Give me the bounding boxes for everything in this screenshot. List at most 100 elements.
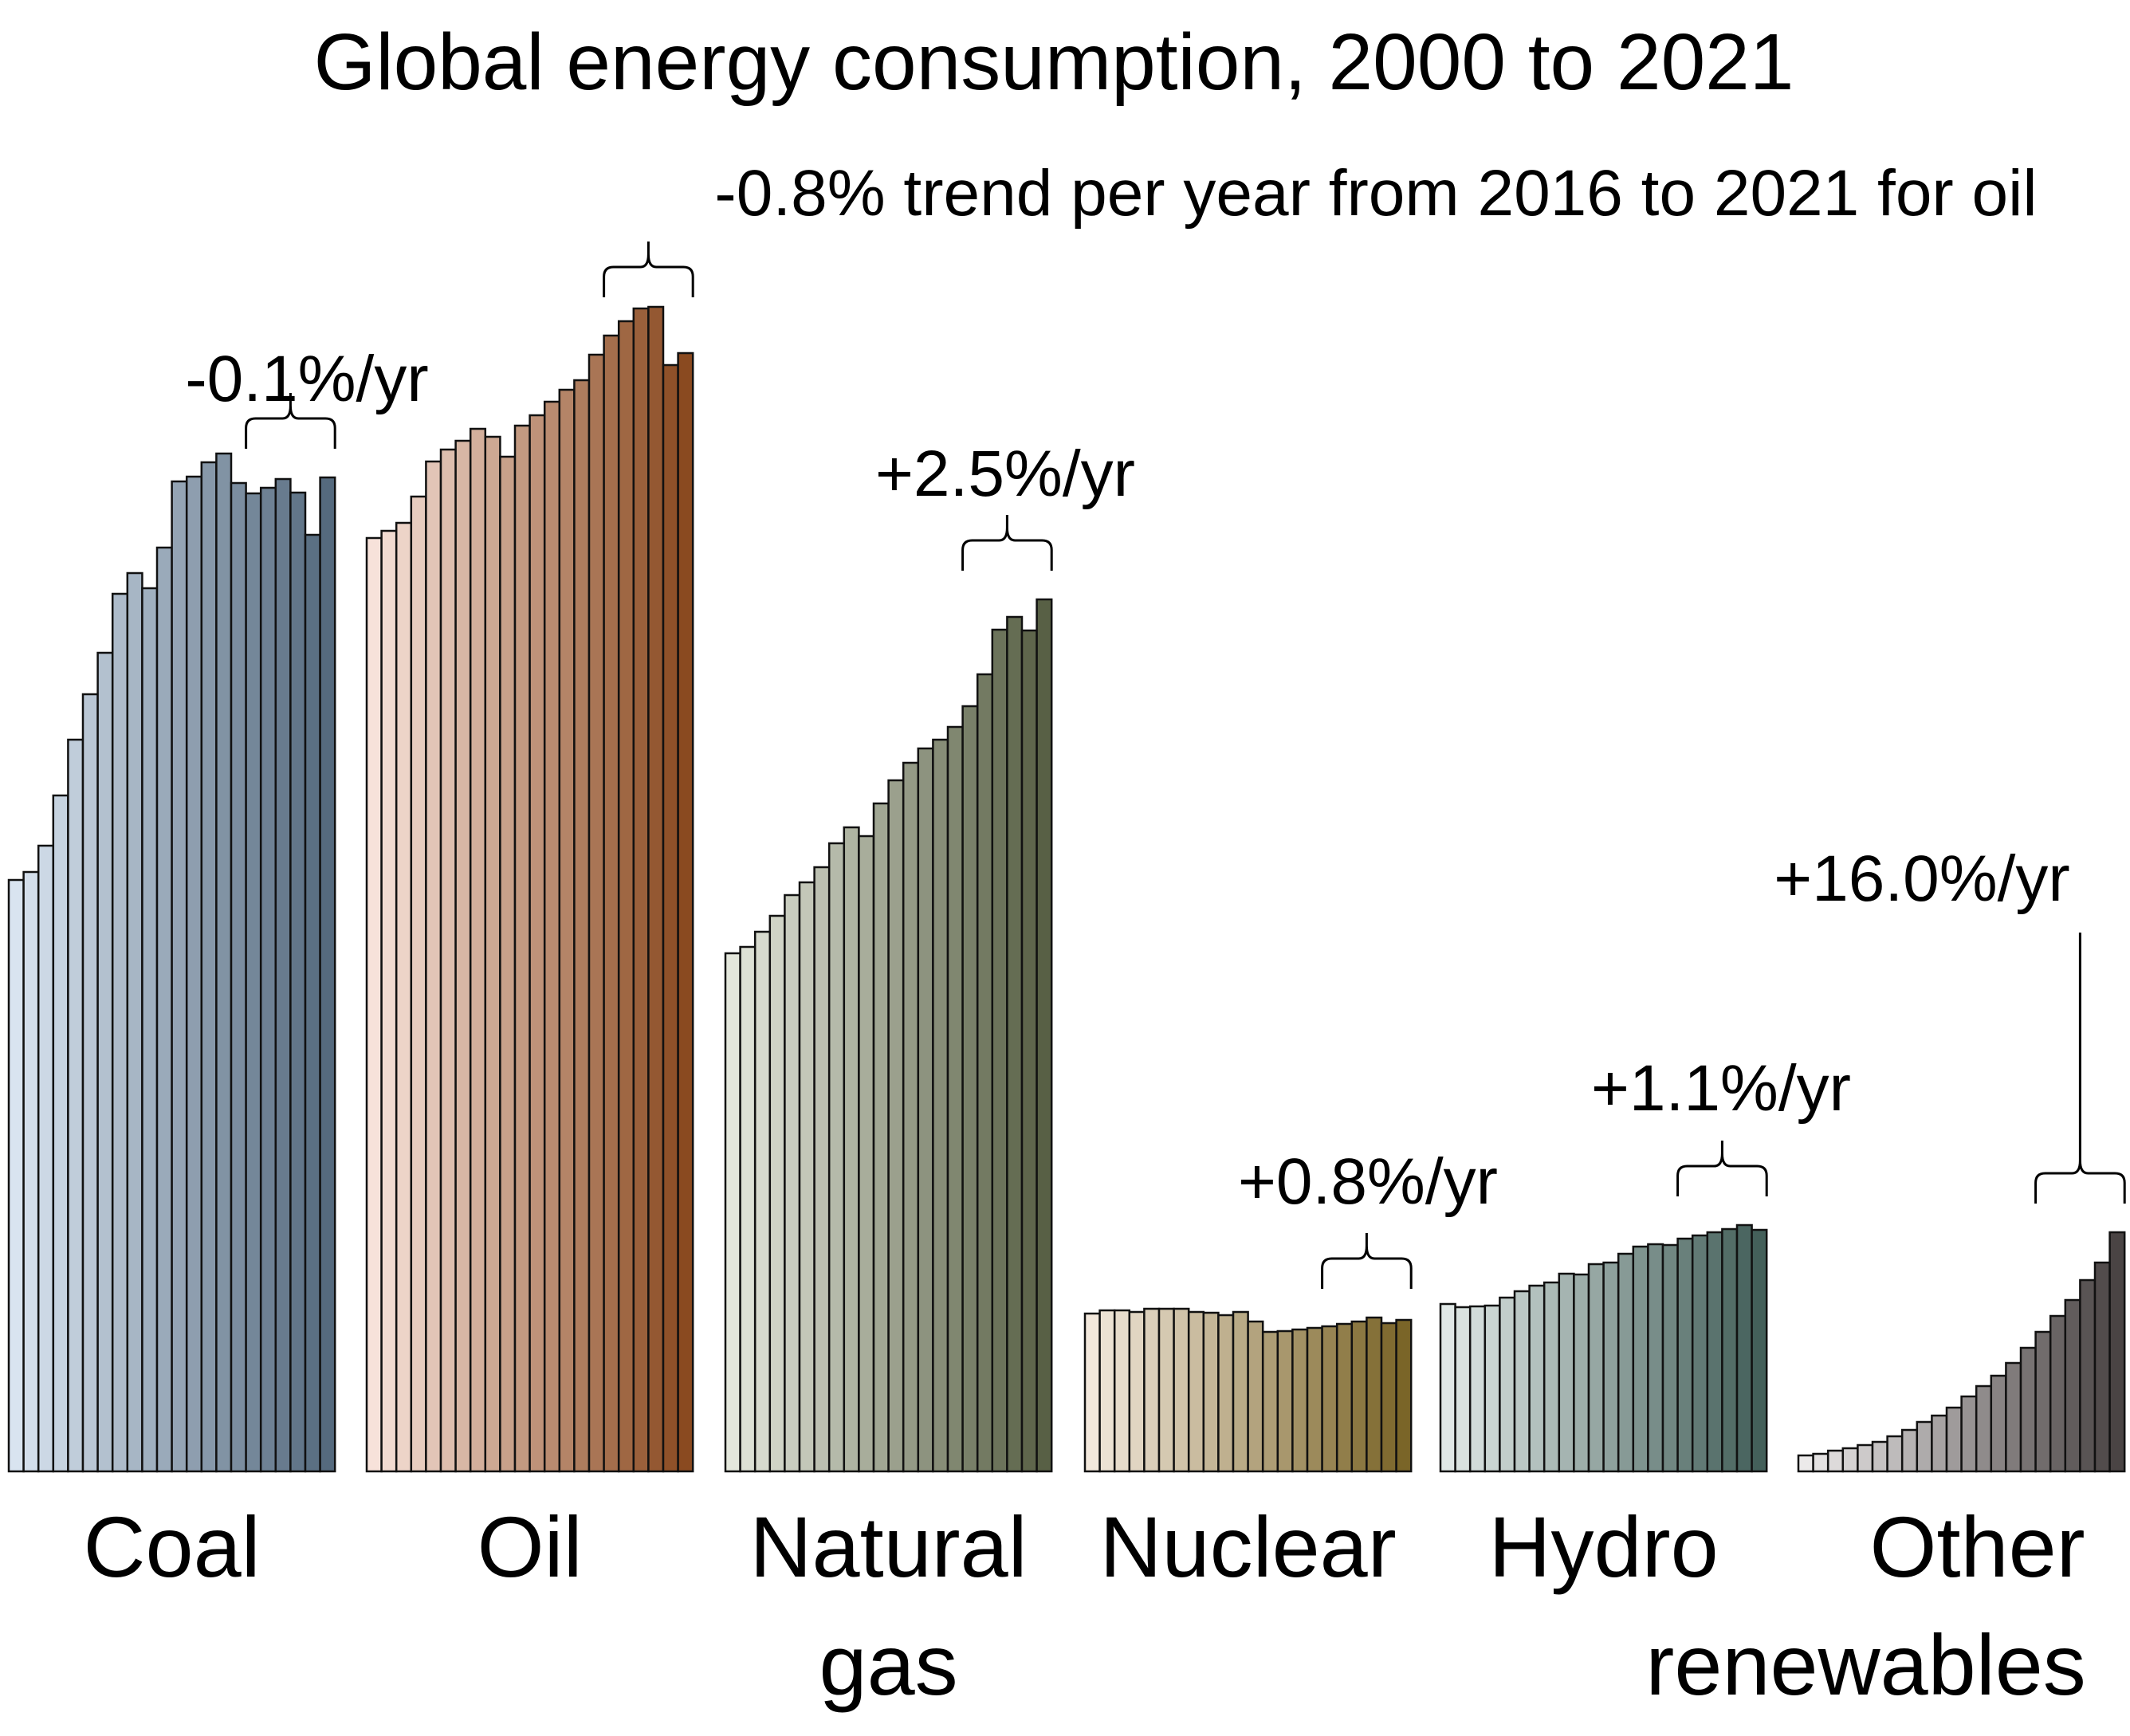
bar-natural-gas-2002 [753, 930, 772, 1473]
bar-nuclear-2009 [1217, 1314, 1235, 1473]
bar-hydro-2016 [1676, 1237, 1694, 1473]
bar-oil-2007 [469, 427, 487, 1473]
bar-nuclear-2014 [1291, 1328, 1309, 1473]
bar-other-renewables-2015 [2019, 1346, 2037, 1473]
bar-oil-2016 [603, 334, 620, 1473]
bar-nuclear-2013 [1276, 1329, 1294, 1473]
bar-natural-gas-2009 [858, 835, 875, 1473]
bar-other-renewables-2008 [1916, 1420, 1933, 1473]
bar-other-renewables-2006 [1886, 1435, 1904, 1473]
trend-label-coal: -0.1%/yr [185, 343, 428, 415]
bar-natural-gas-2014 [932, 738, 949, 1473]
bar-natural-gas-2016 [961, 705, 979, 1473]
bar-other-renewables-2007 [1900, 1428, 1919, 1473]
bar-natural-gas-2000 [724, 952, 741, 1473]
bar-natural-gas-2005 [798, 881, 815, 1473]
bar-coal-2005 [81, 693, 99, 1473]
bar-nuclear-2003 [1128, 1310, 1146, 1473]
bar-natural-gas-2020 [1020, 629, 1038, 1473]
bar-coal-2003 [52, 794, 69, 1473]
bar-coal-2016 [245, 492, 262, 1473]
bar-other-renewables-2010 [1945, 1406, 1963, 1473]
bar-natural-gas-2003 [768, 914, 786, 1473]
bar-oil-2011 [529, 414, 546, 1473]
bar-coal-2014 [215, 452, 233, 1473]
bar-other-renewables-2009 [1931, 1414, 1948, 1473]
trend-label-other-renewables: +16.0%/yr [1774, 842, 2069, 915]
bar-oil-2006 [454, 439, 472, 1473]
bar-oil-2003 [410, 495, 427, 1473]
category-label-oil: Oil [477, 1498, 583, 1595]
bar-other-renewables-2020 [2093, 1261, 2111, 1473]
trend-label-natural-gas: +2.5%/yr [875, 438, 1135, 510]
bar-nuclear-2001 [1098, 1309, 1116, 1473]
bar-hydro-2013 [1632, 1245, 1649, 1473]
bar-nuclear-2007 [1187, 1310, 1205, 1473]
bar-other-renewables-2000 [1797, 1454, 1814, 1473]
bar-natural-gas-2019 [1006, 615, 1024, 1473]
bar-other-renewables-2012 [1975, 1384, 1993, 1473]
bar-coal-2008 [126, 571, 143, 1473]
bar-other-renewables-2004 [1857, 1443, 1874, 1473]
bar-hydro-2010 [1587, 1263, 1605, 1473]
bar-oil-2018 [632, 307, 650, 1473]
bar-nuclear-2012 [1261, 1330, 1279, 1473]
bar-other-renewables-2014 [2005, 1361, 2022, 1473]
category-label-other-renewables-line1: Other [1870, 1498, 2085, 1595]
bar-nuclear-2002 [1113, 1309, 1131, 1473]
bar-coal-2011 [171, 480, 188, 1473]
bar-groups [7, 305, 2126, 1473]
bar-hydro-2019 [1721, 1227, 1739, 1473]
bar-nuclear-2000 [1083, 1312, 1101, 1473]
bar-nuclear-2015 [1306, 1326, 1323, 1473]
bar-other-renewables-2011 [1960, 1395, 1978, 1473]
bar-hydro-2008 [1558, 1272, 1575, 1473]
bar-oil-2012 [543, 400, 561, 1473]
bar-nuclear-2019 [1366, 1316, 1383, 1473]
bar-nuclear-2010 [1232, 1310, 1249, 1473]
trend-annotations: -0.1%/yr -0.8% trend per year from 2016 t… [185, 157, 2069, 1218]
trend-brace-oil [603, 242, 694, 297]
bar-hydro-2011 [1602, 1261, 1620, 1473]
bar-other-renewables-2019 [2079, 1278, 2097, 1473]
bar-oil-2013 [558, 388, 576, 1473]
bar-hydro-2002 [1468, 1305, 1487, 1473]
bar-other-renewables-2001 [1812, 1452, 1829, 1473]
category-labels: Coal Oil Natural gas Nuclear Hydro Other renewa… [84, 1498, 2086, 1713]
bar-natural-gas-2018 [991, 628, 1008, 1473]
bar-natural-gas-2006 [813, 866, 831, 1473]
bar-hydro-2020 [1735, 1223, 1753, 1473]
bar-hydro-2009 [1573, 1273, 1590, 1473]
bar-oil-2004 [425, 460, 442, 1473]
bar-hydro-2018 [1706, 1231, 1723, 1473]
trend-braces [245, 242, 2126, 1289]
bar-coal-2017 [259, 486, 277, 1473]
category-label-natural-gas-line2: gas [819, 1616, 958, 1713]
bar-nuclear-2004 [1143, 1307, 1161, 1473]
bar-other-renewables-2013 [1990, 1374, 2007, 1473]
bar-hydro-2005 [1513, 1290, 1531, 1473]
bar-coal-2000 [7, 878, 25, 1473]
bar-oil-2001 [380, 529, 398, 1473]
bar-other-renewables-2021 [2108, 1231, 2126, 1473]
bar-hydro-2012 [1617, 1252, 1635, 1473]
bar-coal-2012 [185, 475, 203, 1473]
bar-oil-2000 [365, 536, 383, 1473]
bar-natural-gas-2012 [902, 761, 920, 1473]
bar-hydro-2015 [1661, 1243, 1679, 1473]
bar-coal-2010 [155, 546, 173, 1473]
bar-oil-2009 [499, 455, 517, 1473]
bar-coal-2018 [274, 477, 292, 1473]
bar-natural-gas-2007 [827, 842, 846, 1473]
trend-brace-nuclear [1321, 1233, 1413, 1289]
bar-coal-2015 [230, 481, 247, 1473]
bar-coal-2006 [96, 651, 114, 1473]
bar-nuclear-2008 [1202, 1311, 1220, 1473]
bar-hydro-2004 [1499, 1296, 1516, 1473]
category-label-other-renewables-line2: renewables [1645, 1616, 2085, 1713]
bar-natural-gas-2017 [976, 673, 994, 1473]
bar-coal-2009 [141, 587, 159, 1473]
bar-hydro-2021 [1751, 1228, 1768, 1473]
bar-coal-2020 [304, 533, 321, 1473]
